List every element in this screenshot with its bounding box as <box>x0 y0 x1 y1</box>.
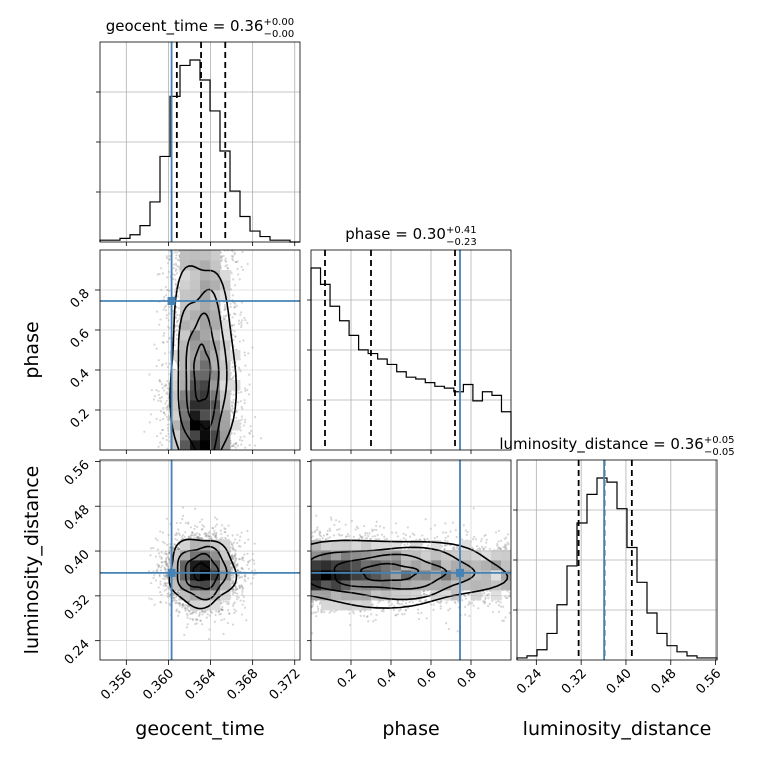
hist-step-luminosity_distance <box>516 477 718 660</box>
y-tick-label-phase-2: 0.6 <box>68 326 93 351</box>
x-tick-label-geocent_time-1: 0.360 <box>140 666 177 703</box>
scatter-panel-geocent_time-vs-luminosity_distance <box>99 459 301 661</box>
hist-panel-luminosity_distance: luminosity_distance = 0.36+0.05 −0.05 <box>499 435 735 661</box>
y-tick-label-luminosity_distance-0: 0.24 <box>62 637 93 668</box>
panel-title-geocent_time: geocent_time = 0.36+0.00 −0.00 <box>106 17 295 40</box>
hist-step-geocent_time <box>99 59 300 243</box>
y-tick-label-luminosity_distance-1: 0.32 <box>62 592 93 623</box>
contour-phase-luminosity_distance-2 <box>311 546 476 601</box>
x-axis-label-luminosity_distance: luminosity_distance <box>523 718 712 740</box>
x-tick-label-phase-0: 0.2 <box>335 666 360 691</box>
y-axis-label-phase: phase <box>21 321 43 378</box>
contour-geocent_time-phase-3 <box>169 265 238 450</box>
y-tick-label-phase-0: 0.2 <box>68 406 93 431</box>
x-tick-label-phase-3: 0.8 <box>455 666 480 691</box>
x-tick-label-geocent_time-2: 0.364 <box>182 666 219 703</box>
x-tick-label-geocent_time-4: 0.372 <box>267 666 304 703</box>
y-tick-label-phase-1: 0.4 <box>68 366 93 391</box>
x-tick-label-luminosity_distance-2: 0.40 <box>604 666 635 697</box>
x-tick-label-geocent_time-3: 0.368 <box>225 666 262 703</box>
x-axis-label-phase: phase <box>382 718 439 740</box>
panel-title-phase: phase = 0.30+0.41 −0.23 <box>345 225 477 248</box>
y-tick-label-luminosity_distance-3: 0.48 <box>62 502 93 533</box>
contour-geocent_time-phase-0 <box>193 343 212 402</box>
x-tick-label-phase-1: 0.4 <box>375 666 400 691</box>
scatter-panel-geocent_time-vs-phase <box>99 249 301 451</box>
contour-phase-luminosity_distance-3 <box>311 539 509 609</box>
y-axis-label-luminosity_distance: luminosity_distance <box>21 466 43 655</box>
truth-marker-geocent_time-luminosity_distance <box>167 568 176 577</box>
contour-geocent_time-phase-2 <box>177 288 228 450</box>
x-tick-label-phase-2: 0.6 <box>415 666 440 691</box>
hist-panel-geocent_time: geocent_time = 0.36+0.00 −0.00 <box>96 17 301 243</box>
scatter-panel-phase-vs-luminosity_distance <box>310 459 512 661</box>
y-tick-label-luminosity_distance-2: 0.40 <box>62 547 93 578</box>
x-tick-label-luminosity_distance-3: 0.48 <box>649 666 680 697</box>
hist-step-phase <box>310 267 512 450</box>
x-tick-label-luminosity_distance-0: 0.24 <box>514 666 545 697</box>
truth-marker-geocent_time-phase <box>167 297 176 305</box>
y-tick-label-luminosity_distance-4: 0.56 <box>62 458 93 489</box>
x-tick-label-geocent_time-0: 0.356 <box>98 666 135 703</box>
panel-title-luminosity_distance: luminosity_distance = 0.36+0.05 −0.05 <box>499 435 734 458</box>
truth-marker-phase-luminosity_distance <box>456 568 464 577</box>
hist-panel-phase: phase = 0.30+0.41 −0.23 <box>307 225 512 451</box>
x-axis-label-geocent_time: geocent_time <box>135 718 264 740</box>
x-tick-label-luminosity_distance-4: 0.56 <box>693 666 724 697</box>
x-tick-label-luminosity_distance-1: 0.32 <box>559 666 590 697</box>
y-tick-label-phase-3: 0.8 <box>68 286 93 311</box>
